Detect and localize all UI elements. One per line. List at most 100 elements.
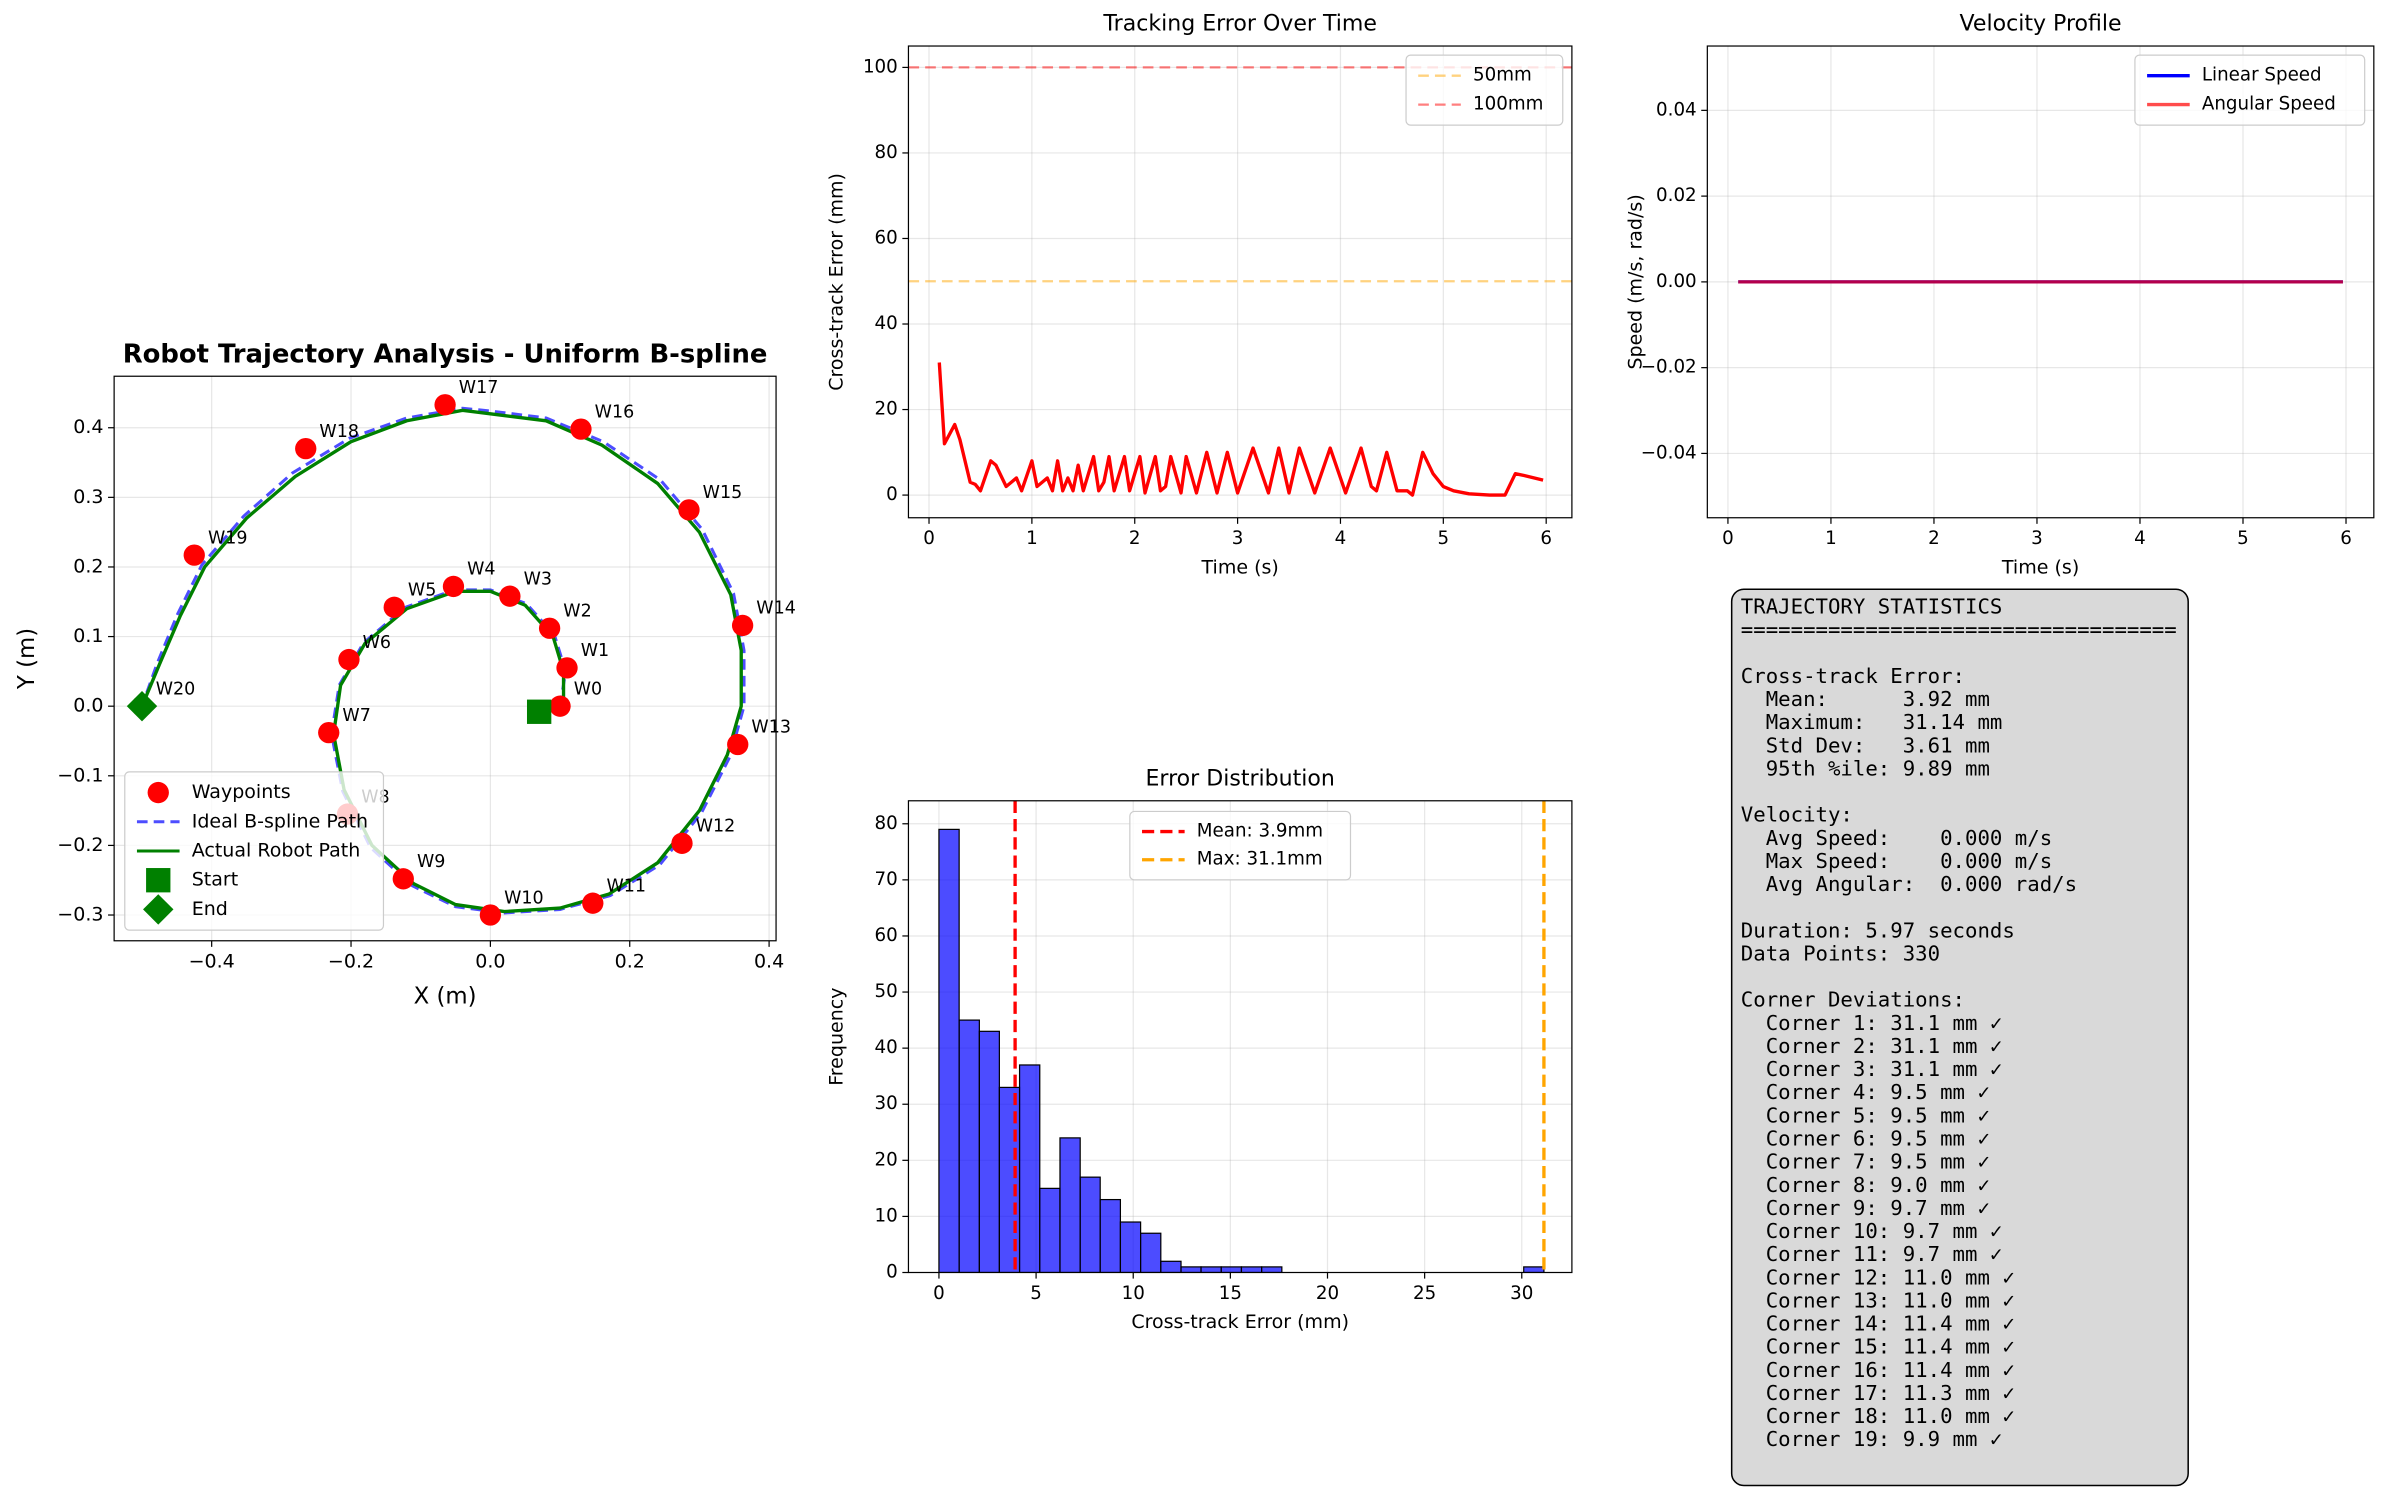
legend: Waypoints Ideal B-spline Path Actual Robot… bbox=[124, 771, 385, 931]
x-tick-label: 5 bbox=[1030, 1283, 1042, 1304]
waypoint-marker bbox=[538, 617, 561, 639]
y-tick-label: −0.02 bbox=[1641, 357, 1697, 378]
x-tick-label: 0.2 bbox=[615, 951, 645, 973]
stats-line: Corner 5: 9.5 mm ✓ bbox=[1741, 1103, 1990, 1127]
histogram-bar bbox=[938, 828, 960, 1273]
waypoint-label: W7 bbox=[342, 706, 370, 726]
y-axis-label: Cross-track Error (mm) bbox=[825, 173, 847, 391]
stats-line: Corner 4: 9.5 mm ✓ bbox=[1741, 1080, 1990, 1104]
y-tick-label: 40 bbox=[875, 313, 898, 334]
x-tick-label: 5 bbox=[2237, 528, 2249, 549]
waypoint-marker bbox=[570, 418, 592, 440]
x-tick-label: 20 bbox=[1316, 1283, 1339, 1304]
legend-label: Actual Robot Path bbox=[192, 839, 361, 861]
y-tick-label: 100 bbox=[863, 56, 898, 77]
histogram-bar bbox=[1059, 1137, 1081, 1273]
stats-line: Corner 13: 11.0 mm ✓ bbox=[1741, 1288, 2015, 1312]
legend-label: Start bbox=[192, 869, 238, 891]
legend-label: Mean: 3.9mm bbox=[1197, 821, 1323, 842]
waypoint-marker bbox=[671, 832, 693, 854]
waypoint-label: W6 bbox=[363, 633, 391, 653]
x-tick-label: −0.4 bbox=[189, 951, 235, 973]
legend-swatch bbox=[147, 781, 169, 804]
x-tick-label: −0.2 bbox=[328, 951, 374, 973]
histogram-bar bbox=[1119, 1221, 1142, 1273]
axes-frame bbox=[113, 375, 777, 942]
subplot: 0 5 10 15 20 25 30 0 10 20 30 40 50 60 70 80 Error Distr… bbox=[825, 766, 1573, 1333]
stats-line: Corner 12: 11.0 mm ✓ bbox=[1741, 1265, 2015, 1289]
legend-label: 50mm bbox=[1473, 65, 1532, 86]
waypoint-marker bbox=[479, 904, 502, 926]
legend-label: Ideal B-spline Path bbox=[192, 810, 368, 832]
legend-swatch bbox=[143, 894, 174, 925]
histogram-bar bbox=[1523, 1266, 1545, 1273]
legend-label: Max: 31.1mm bbox=[1197, 849, 1323, 870]
x-tick-label: 6 bbox=[2340, 528, 2352, 549]
stats-line: Corner 1: 31.1 mm ✓ bbox=[1741, 1011, 2003, 1035]
y-tick-label: 70 bbox=[875, 869, 898, 890]
waypoint-marker bbox=[183, 544, 205, 566]
legend-swatch bbox=[146, 868, 171, 893]
x-tick-label: 0 bbox=[1722, 528, 1734, 549]
waypoint-label: W9 bbox=[417, 852, 445, 872]
axes-frame bbox=[907, 45, 1573, 519]
histogram-bar bbox=[1079, 1176, 1101, 1273]
y-tick-label: −0.1 bbox=[57, 764, 103, 786]
waypoint-marker bbox=[678, 499, 700, 521]
stats-line: Corner 9: 9.7 mm ✓ bbox=[1741, 1196, 1990, 1220]
x-tick-label: 15 bbox=[1219, 1283, 1242, 1304]
axes-frame bbox=[907, 800, 1573, 1274]
y-tick-label: 0 bbox=[886, 484, 898, 505]
legend-box bbox=[124, 771, 385, 931]
y-tick-label: −0.2 bbox=[57, 834, 103, 856]
y-tick-label: 80 bbox=[875, 813, 898, 834]
stats-line: Std Dev: 3.61 mm bbox=[1741, 733, 1990, 757]
y-tick-label: 0.04 bbox=[1656, 99, 1697, 120]
legend: Mean: 3.9mm Max: 31.1mm bbox=[1129, 810, 1352, 881]
stats-line: Corner 6: 9.5 mm ✓ bbox=[1741, 1127, 1990, 1151]
y-tick-label: 60 bbox=[875, 925, 898, 946]
histogram-bar bbox=[1180, 1266, 1202, 1273]
x-tick-label: 4 bbox=[1335, 528, 1347, 549]
chart-title: Tracking Error Over Time bbox=[1102, 12, 1377, 37]
histogram-bar bbox=[1160, 1260, 1182, 1273]
stats-line: Corner 11: 9.7 mm ✓ bbox=[1741, 1242, 2003, 1266]
waypoint-label: W2 bbox=[563, 601, 591, 621]
x-tick-label: 3 bbox=[2031, 528, 2043, 549]
waypoint-marker bbox=[582, 892, 604, 914]
x-tick-label: 0 bbox=[923, 528, 935, 549]
legend-label: Angular Speed bbox=[2202, 94, 2336, 115]
histogram-bar bbox=[1039, 1187, 1061, 1273]
waypoint-marker bbox=[318, 721, 340, 744]
plot-area bbox=[1707, 46, 2374, 518]
histogram-bar bbox=[1261, 1266, 1283, 1273]
x-tick-label: 6 bbox=[1540, 528, 1552, 549]
x-tick-label: 1 bbox=[1825, 528, 1837, 549]
legend-label: 100mm bbox=[1473, 94, 1543, 115]
legend: Linear Speed Angular Speed bbox=[2134, 54, 2366, 126]
stats-line: Avg Angular: 0.000 rad/s bbox=[1741, 872, 2077, 896]
x-tick-label: 0 bbox=[933, 1283, 945, 1304]
histogram-bar bbox=[978, 1030, 1000, 1273]
waypoint-label: W12 bbox=[696, 817, 736, 837]
stats-line: Cross-track Error: bbox=[1741, 664, 1965, 688]
chart-title: Error Distribution bbox=[1145, 766, 1334, 791]
waypoint-label: W20 bbox=[156, 679, 196, 699]
histogram-bar bbox=[1200, 1266, 1222, 1273]
waypoint-label: W5 bbox=[408, 581, 436, 601]
x-axis-label: Cross-track Error (mm) bbox=[1131, 1311, 1349, 1333]
stats-box: TRAJECTORY STATISTICS===================… bbox=[1730, 588, 2189, 1487]
histogram-bar bbox=[1099, 1198, 1122, 1273]
stats-line: Corner Deviations: bbox=[1741, 988, 1965, 1012]
waypoint-marker bbox=[526, 699, 552, 724]
stats-line: Corner 19: 9.9 mm ✓ bbox=[1741, 1427, 2003, 1451]
y-tick-label: 80 bbox=[875, 142, 898, 163]
waypoint-label: W10 bbox=[504, 888, 544, 908]
y-tick-label: 0.0 bbox=[73, 695, 103, 717]
waypoint-marker bbox=[499, 585, 521, 607]
waypoint-marker bbox=[727, 733, 749, 756]
y-tick-label: 20 bbox=[875, 1149, 898, 1170]
stats-line: Corner 8: 9.0 mm ✓ bbox=[1741, 1173, 1990, 1197]
waypoint-label: W3 bbox=[524, 569, 552, 589]
